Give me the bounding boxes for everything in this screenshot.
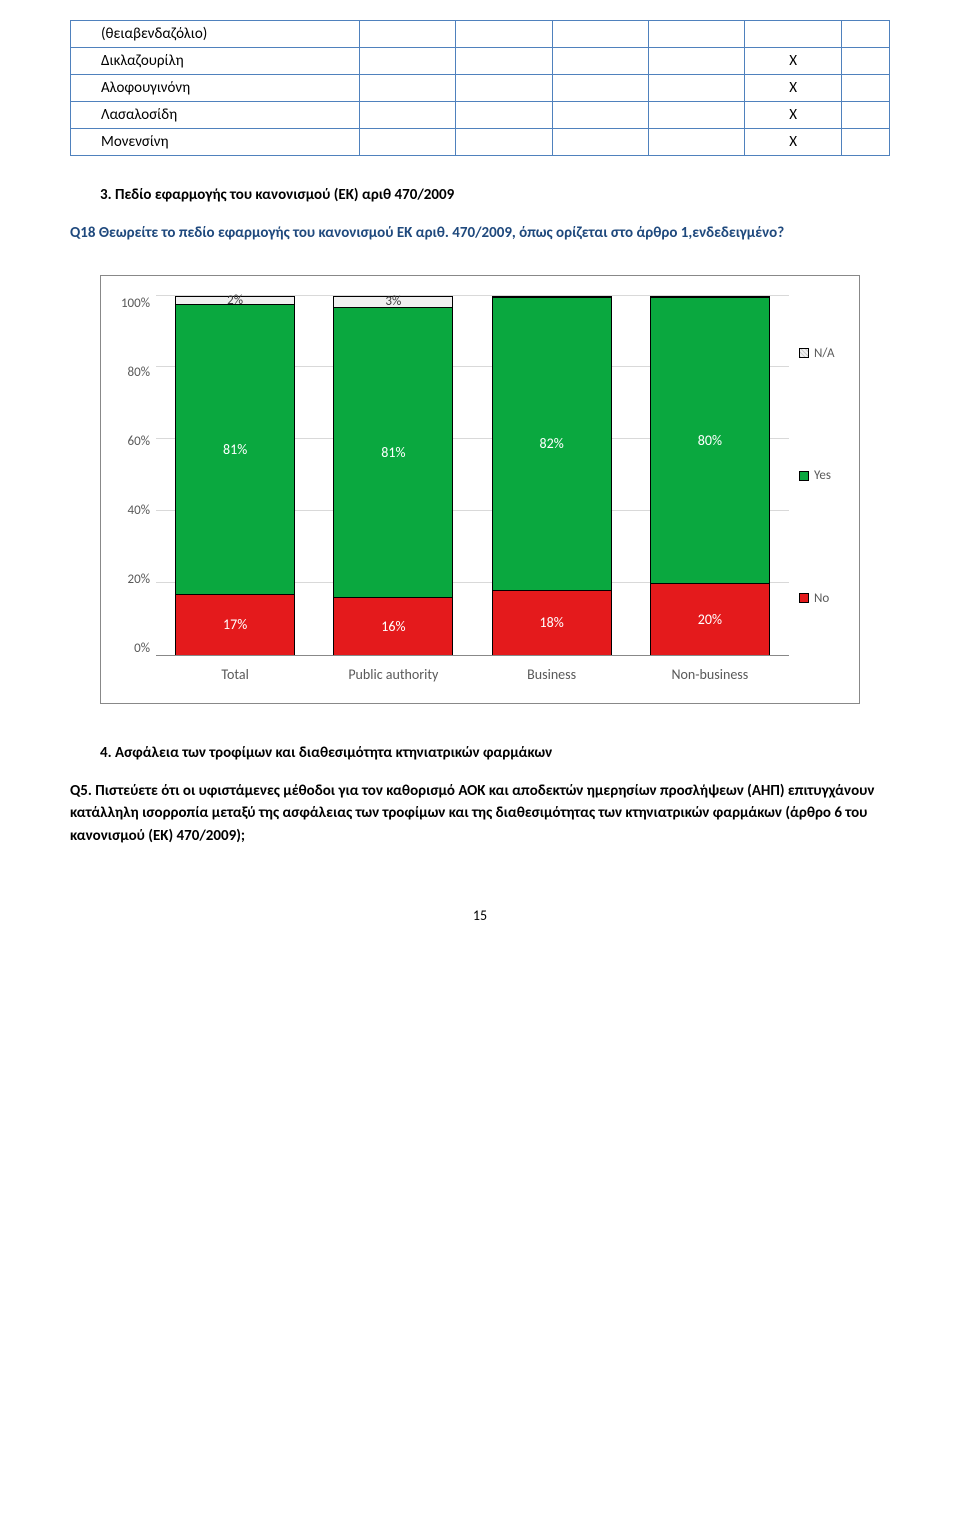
plot-area: 17%81%2%16%81%3%18%82%20%80% — [156, 296, 789, 656]
substances-table: (θειαβενδαζόλιο) Δικλαζουρίλη X Αλοφουγι… — [70, 20, 890, 156]
cell — [841, 48, 889, 75]
cell — [552, 102, 648, 129]
y-tick: 100% — [121, 296, 150, 311]
cell — [360, 21, 456, 48]
y-tick: 20% — [128, 572, 150, 587]
section3-heading: 3. Πεδίο εφαρμογής του κανονισμού (ΕΚ) α… — [100, 186, 890, 204]
cell — [552, 75, 648, 102]
x-axis: Total Public authority Business Non-busi… — [156, 666, 789, 683]
cell-label: (θειαβενδαζόλιο) — [71, 21, 360, 48]
cell — [841, 129, 889, 156]
cell: X — [745, 129, 841, 156]
cell — [552, 129, 648, 156]
cell — [456, 48, 552, 75]
cell-label: Αλοφουγινόνη — [71, 75, 360, 102]
cell — [360, 129, 456, 156]
cell — [649, 75, 745, 102]
cell — [456, 129, 552, 156]
table-row: Μονενσίνη X — [71, 129, 890, 156]
x-label: Non-business — [650, 666, 770, 683]
x-label: Business — [492, 666, 612, 683]
cell — [456, 75, 552, 102]
q18-text: Q18 Θεωρείτε το πεδίο εφαρμογής του κανο… — [70, 222, 890, 245]
bar-segment-no: 20% — [651, 583, 769, 655]
cell — [360, 75, 456, 102]
cell — [456, 21, 552, 48]
y-tick: 0% — [134, 641, 150, 656]
cell — [841, 102, 889, 129]
bar-segment-no: 16% — [334, 597, 452, 654]
legend-item-na: N/A — [799, 346, 849, 361]
legend-label: No — [814, 591, 829, 606]
table-row: Δικλαζουρίλη X — [71, 48, 890, 75]
cell-label: Λασαλοσίδη — [71, 102, 360, 129]
x-label: Public authority — [333, 666, 453, 683]
cell-label: Δικλαζουρίλη — [71, 48, 360, 75]
bar-segment-yes: 80% — [651, 297, 769, 583]
bar: 17%81%2% — [175, 296, 295, 655]
cell — [841, 75, 889, 102]
cell — [745, 21, 841, 48]
legend-item-no: No — [799, 591, 849, 606]
bar-segment-na: 3% — [334, 297, 452, 308]
section4-heading: 4. Ασφάλεια των τροφίμων και διαθεσιμότη… — [100, 744, 890, 762]
y-tick: 80% — [128, 365, 150, 380]
table-row: (θειαβενδαζόλιο) — [71, 21, 890, 48]
table-row: Αλοφουγινόνη X — [71, 75, 890, 102]
bar-segment-no: 17% — [176, 594, 294, 655]
bar: 16%81%3% — [333, 296, 453, 655]
y-tick: 40% — [128, 503, 150, 518]
cell — [552, 48, 648, 75]
bar-segment-yes: 81% — [334, 307, 452, 597]
cell — [360, 48, 456, 75]
x-label: Total — [175, 666, 295, 683]
y-tick: 60% — [128, 434, 150, 449]
cell — [649, 21, 745, 48]
cell — [456, 102, 552, 129]
cell: X — [745, 102, 841, 129]
cell — [649, 48, 745, 75]
cell-label: Μονενσίνη — [71, 129, 360, 156]
bar-segment-yes: 82% — [493, 297, 611, 591]
bar-segment-na: 2% — [176, 297, 294, 304]
cell: X — [745, 75, 841, 102]
swatch-icon — [799, 593, 809, 603]
bar: 18%82% — [492, 296, 612, 655]
bar-segment-yes: 81% — [176, 304, 294, 594]
stacked-bar-chart: 100% 80% 60% 40% 20% 0% 17%81%2%16%81%3%… — [100, 275, 860, 704]
legend-label: Yes — [814, 468, 831, 483]
y-axis: 100% 80% 60% 40% 20% 0% — [111, 296, 156, 656]
swatch-icon — [799, 348, 809, 358]
swatch-icon — [799, 471, 809, 481]
cell — [552, 21, 648, 48]
cell: X — [745, 48, 841, 75]
legend-item-yes: Yes — [799, 468, 849, 483]
bar: 20%80% — [650, 296, 770, 655]
cell — [649, 102, 745, 129]
cell — [649, 129, 745, 156]
cell — [360, 102, 456, 129]
page-number: 15 — [70, 907, 890, 924]
legend-label: N/A — [814, 346, 834, 361]
q5-text: Q5. Πιστεύετε ότι οι υφιστάμενες μέθοδοι… — [70, 780, 890, 848]
table-row: Λασαλοσίδη X — [71, 102, 890, 129]
cell — [841, 21, 889, 48]
bar-segment-no: 18% — [493, 590, 611, 654]
legend: N/A Yes No — [789, 296, 849, 656]
